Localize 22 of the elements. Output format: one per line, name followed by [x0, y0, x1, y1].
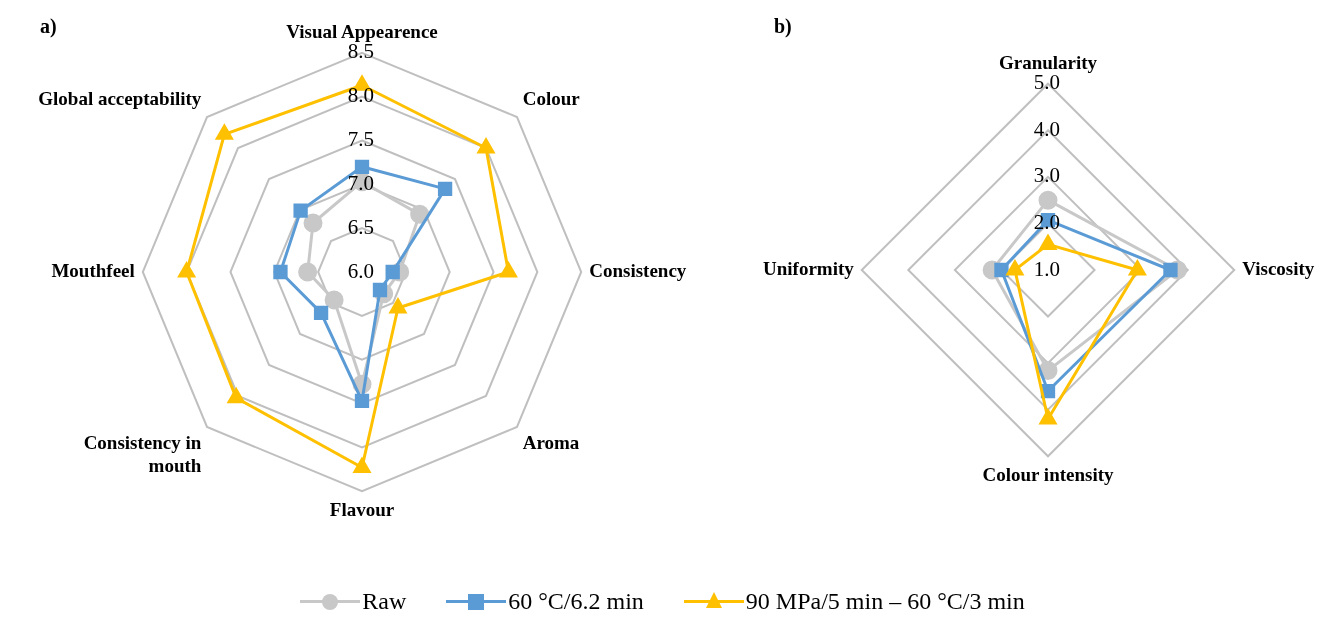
- y-tick-label: 1.0: [1033, 256, 1060, 281]
- y-tick-label: 6.5: [347, 214, 374, 239]
- legend-label: Raw: [362, 588, 407, 615]
- y-tick-label: 3.0: [1033, 163, 1060, 188]
- spoke-label: Viscosity: [1242, 257, 1315, 279]
- legend-label: 60 °C/6.2 min: [508, 588, 644, 615]
- y-tick-label: 7.0: [347, 170, 374, 195]
- legend-label: 90 MPa/5 min – 60 °C/3 min: [745, 588, 1025, 615]
- spoke-label: Colour intensity: [982, 463, 1115, 485]
- y-tick-label: 6.0: [347, 258, 374, 283]
- spoke-label: Consistency: [589, 259, 687, 281]
- chart-title: b): [774, 15, 792, 39]
- chart-title: a): [40, 15, 57, 39]
- y-tick-label: 4.0: [1033, 116, 1060, 141]
- spoke-label: Global acceptability: [38, 87, 202, 109]
- spoke-label: Flavour: [329, 498, 395, 520]
- spoke-label: Aroma: [522, 431, 580, 453]
- y-tick-label: 7.5: [347, 127, 374, 151]
- spoke-label: Uniformity: [762, 257, 855, 279]
- spoke-label: Consistency in mouth: [83, 431, 202, 476]
- spoke-label: Mouthfeel: [51, 259, 135, 281]
- spoke-label: Colour: [522, 87, 581, 109]
